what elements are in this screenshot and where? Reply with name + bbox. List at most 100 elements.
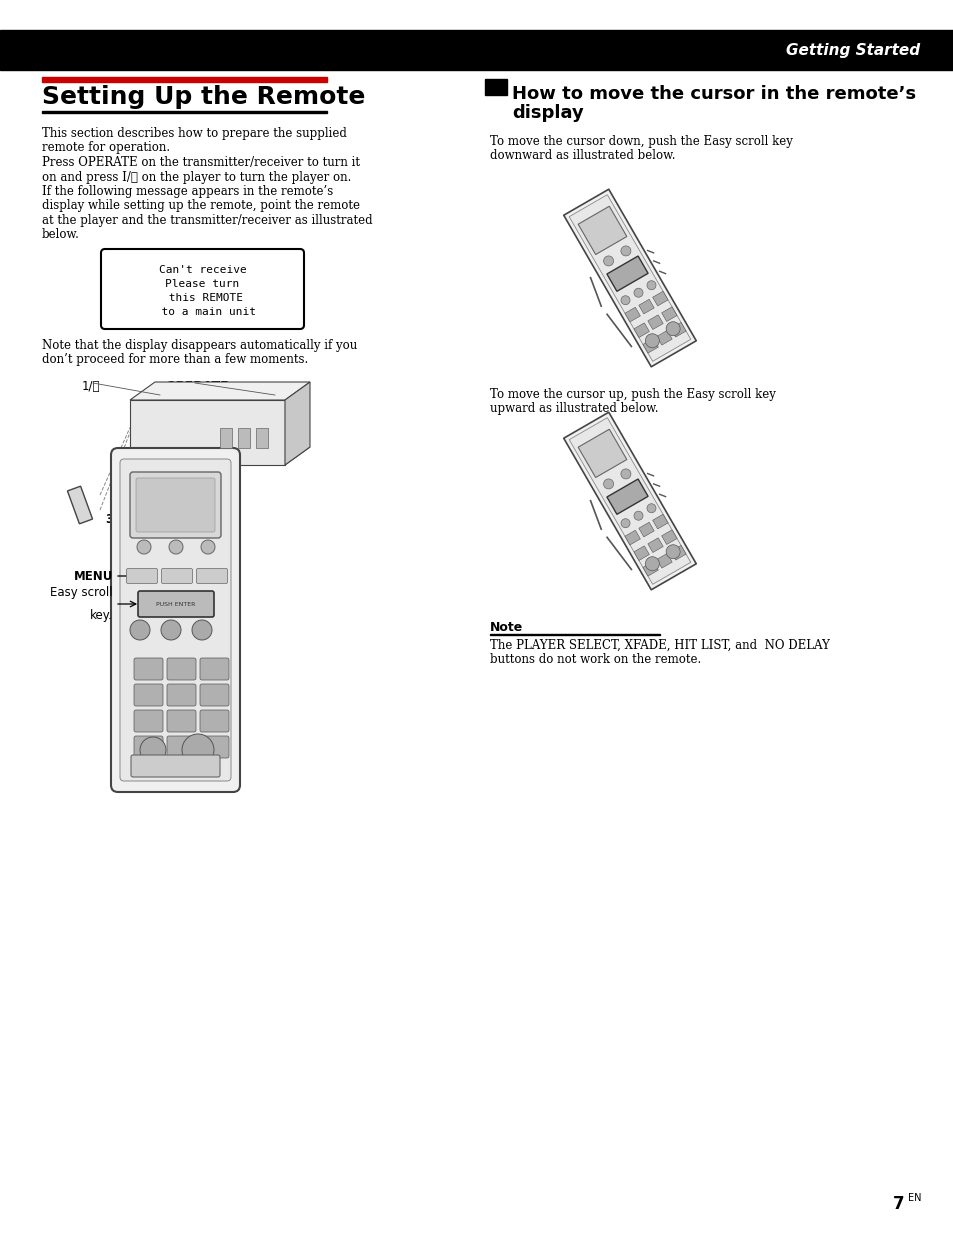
Text: Getting Started: Getting Started	[785, 42, 919, 58]
FancyBboxPatch shape	[200, 710, 229, 732]
Text: don’t proceed for more than a few moments.: don’t proceed for more than a few moment…	[42, 353, 308, 366]
FancyBboxPatch shape	[161, 568, 193, 583]
FancyBboxPatch shape	[130, 472, 221, 538]
Polygon shape	[569, 418, 690, 584]
FancyBboxPatch shape	[101, 249, 304, 329]
Polygon shape	[656, 330, 672, 345]
Bar	[484, 79, 506, 95]
Circle shape	[634, 289, 642, 297]
Bar	[0, 30, 953, 70]
Text: 1/ⓒ: 1/ⓒ	[82, 380, 100, 393]
Circle shape	[182, 734, 213, 766]
Polygon shape	[285, 382, 310, 465]
Polygon shape	[130, 399, 285, 465]
FancyBboxPatch shape	[167, 710, 195, 732]
Text: To move the cursor down, push the Easy scroll key: To move the cursor down, push the Easy s…	[490, 134, 792, 148]
Polygon shape	[634, 546, 649, 561]
Text: on and press I/ⓒ on the player to turn the player on.: on and press I/ⓒ on the player to turn t…	[42, 170, 351, 184]
Text: Easy scroll: Easy scroll	[51, 586, 112, 599]
FancyBboxPatch shape	[120, 459, 231, 780]
Polygon shape	[656, 554, 672, 568]
Bar	[255, 428, 268, 448]
Circle shape	[603, 256, 613, 266]
FancyBboxPatch shape	[200, 684, 229, 707]
Circle shape	[137, 540, 151, 554]
Text: MENU: MENU	[73, 570, 112, 582]
FancyBboxPatch shape	[196, 568, 227, 583]
Text: Press OPERATE on the transmitter/receiver to turn it: Press OPERATE on the transmitter/receive…	[42, 157, 359, 169]
Circle shape	[130, 620, 150, 640]
Polygon shape	[670, 545, 685, 560]
FancyBboxPatch shape	[133, 658, 163, 681]
Polygon shape	[578, 429, 626, 477]
Polygon shape	[642, 338, 658, 353]
Polygon shape	[578, 206, 626, 254]
Polygon shape	[606, 256, 647, 291]
Text: Can't receive: Can't receive	[158, 265, 246, 275]
Polygon shape	[639, 300, 654, 314]
Polygon shape	[606, 478, 647, 514]
FancyBboxPatch shape	[167, 684, 195, 707]
Circle shape	[644, 334, 659, 348]
Polygon shape	[661, 307, 677, 322]
Text: upward as illustrated below.: upward as illustrated below.	[490, 402, 658, 416]
Text: at the player and the transmitter/receiver as illustrated: at the player and the transmitter/receiv…	[42, 215, 373, 227]
Circle shape	[644, 557, 659, 571]
Circle shape	[665, 322, 679, 335]
Text: 7: 7	[892, 1195, 903, 1213]
Circle shape	[646, 504, 656, 513]
Polygon shape	[624, 307, 639, 322]
Text: Please turn: Please turn	[165, 279, 239, 289]
Polygon shape	[130, 448, 310, 465]
FancyBboxPatch shape	[167, 658, 195, 681]
FancyBboxPatch shape	[127, 568, 157, 583]
Text: OPERATE: OPERATE	[165, 380, 229, 393]
Circle shape	[603, 478, 613, 490]
FancyBboxPatch shape	[133, 710, 163, 732]
FancyBboxPatch shape	[131, 755, 220, 777]
Polygon shape	[130, 382, 310, 399]
Text: Note: Note	[490, 621, 522, 634]
Circle shape	[201, 540, 214, 554]
Text: display while setting up the remote, point the remote: display while setting up the remote, poi…	[42, 200, 359, 212]
Polygon shape	[642, 561, 658, 576]
Circle shape	[192, 620, 212, 640]
Polygon shape	[652, 291, 667, 306]
Bar	[42, 76, 327, 83]
Circle shape	[646, 281, 656, 290]
Text: display: display	[512, 104, 583, 122]
Text: The PLAYER SELECT, XFADE, HIT LIST, and  NO DELAY: The PLAYER SELECT, XFADE, HIT LIST, and …	[490, 639, 829, 652]
Polygon shape	[670, 322, 685, 337]
Bar	[237, 428, 250, 448]
Text: This section describes how to prepare the supplied: This section describes how to prepare th…	[42, 127, 347, 141]
Polygon shape	[639, 523, 654, 536]
FancyBboxPatch shape	[200, 658, 229, 681]
Bar	[42, 111, 327, 113]
FancyBboxPatch shape	[136, 478, 214, 531]
Bar	[220, 428, 232, 448]
Text: Setting Up the Remote: Setting Up the Remote	[42, 85, 365, 109]
Polygon shape	[661, 530, 677, 545]
Polygon shape	[624, 530, 639, 545]
Polygon shape	[68, 486, 92, 524]
Polygon shape	[563, 189, 696, 366]
Circle shape	[169, 540, 183, 554]
FancyBboxPatch shape	[111, 448, 240, 792]
Text: EN: EN	[907, 1194, 921, 1203]
Text: below.: below.	[42, 228, 80, 242]
Circle shape	[620, 519, 629, 528]
FancyBboxPatch shape	[133, 736, 163, 758]
Text: buttons do not work on the remote.: buttons do not work on the remote.	[490, 653, 700, 666]
Circle shape	[665, 545, 679, 559]
FancyBboxPatch shape	[200, 736, 229, 758]
Text: downward as illustrated below.: downward as illustrated below.	[490, 149, 675, 162]
Text: remote for operation.: remote for operation.	[42, 142, 170, 154]
Polygon shape	[634, 323, 649, 338]
Text: 30°: 30°	[105, 513, 127, 526]
Text: PUSH ENTER: PUSH ENTER	[156, 602, 195, 607]
Text: Note that the display disappears automatically if you: Note that the display disappears automat…	[42, 339, 356, 351]
FancyBboxPatch shape	[133, 684, 163, 707]
Text: key.: key.	[90, 609, 112, 621]
Text: this REMOTE: this REMOTE	[162, 293, 243, 303]
Circle shape	[140, 737, 166, 763]
